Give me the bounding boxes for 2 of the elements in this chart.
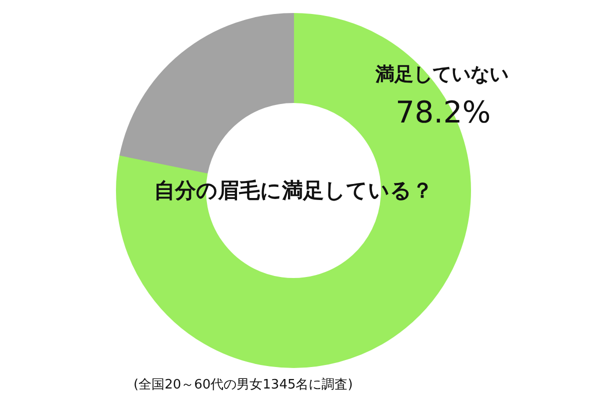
slice-label: 満足していない xyxy=(374,64,508,86)
text: (全国20～60代の男女1345名に調査) xyxy=(134,378,353,392)
